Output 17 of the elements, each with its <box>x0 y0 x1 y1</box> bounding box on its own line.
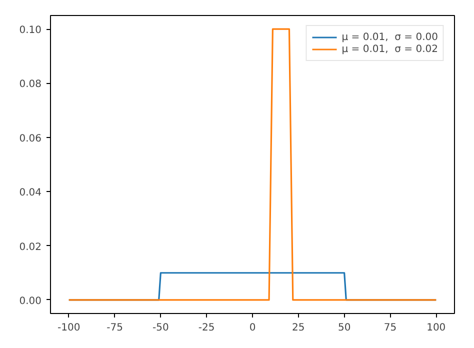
x-tick-label: 75 <box>384 322 397 334</box>
y-tick-label: 0.02 <box>19 242 42 253</box>
y-tick-label: 0.00 <box>19 296 42 307</box>
y-tick-label: 0.10 <box>19 25 42 36</box>
x-tick-label: 0 <box>249 322 256 334</box>
x-tick-label: 25 <box>292 322 305 334</box>
x-tick-label: -75 <box>106 322 123 334</box>
x-tick-label: 100 <box>426 322 446 334</box>
x-tick-label: 50 <box>338 322 351 334</box>
legend-label: μ = 0.01, σ = 0.02 <box>342 43 438 55</box>
x-tick-label: -25 <box>198 322 215 334</box>
y-tick-label: 0.06 <box>19 133 42 144</box>
y-tick-label: 0.04 <box>19 188 42 199</box>
x-tick-label: -50 <box>152 322 169 334</box>
legend-label: μ = 0.01, σ = 0.00 <box>342 31 438 43</box>
x-tick-label: -100 <box>58 322 80 334</box>
y-tick-label: 0.08 <box>19 79 42 90</box>
